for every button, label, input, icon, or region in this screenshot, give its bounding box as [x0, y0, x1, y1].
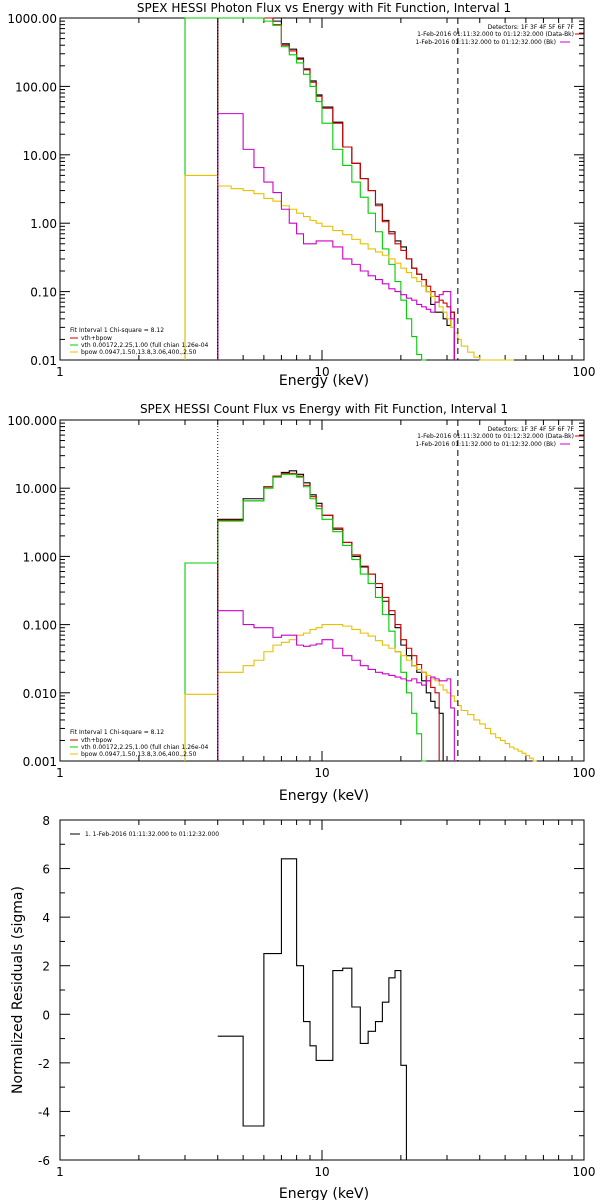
x-tick-label: 10	[314, 365, 329, 379]
legend-vth: vth 0.00172,2.25,1.00 (full chian 1.26e-…	[81, 744, 209, 751]
x-tick-label: 1	[56, 365, 64, 379]
legend-bpow: bpow 0.0947,1.50,13.8,3.06,400.,2.50	[81, 751, 197, 758]
y-tick-label: 0.010	[23, 687, 57, 701]
series-bk-line	[217, 610, 455, 761]
x-axis-label: Energy (keV)	[279, 788, 369, 804]
series-data-line	[185, 470, 444, 762]
x-tick-label: 100	[573, 766, 596, 780]
legend-total-model: vth+bpow	[81, 737, 112, 744]
x-axis-label: Energy (keV)	[279, 1186, 369, 1200]
y-tick-label: 1000.00	[7, 12, 57, 26]
y-tick-label: 10.000	[15, 482, 57, 496]
legend-detectors: Detectors: 1F 3F 4F 5F 6F 7F	[488, 24, 575, 31]
x-axis-label: Energy (keV)	[279, 373, 369, 389]
x-tick-label: 10	[314, 766, 329, 780]
series-data-line	[217, 17, 455, 360]
x-tick-label: 1	[56, 766, 64, 780]
legend-total-model: vth+bpow	[81, 335, 112, 342]
panel-title: SPEX HESSI Count Flux vs Energy with Fit…	[140, 402, 508, 416]
photon-flux-panel: SPEX HESSI Photon Flux vs Energy with Fi…	[7, 1, 595, 389]
y-tick-label: 2	[42, 960, 50, 974]
count-flux-panel: SPEX HESSI Count Flux vs Energy with Fit…	[7, 402, 595, 804]
x-tick-label: 1	[56, 1165, 64, 1179]
y-tick-label: 0.10	[30, 286, 57, 300]
y-tick-label: 10.00	[23, 149, 57, 163]
y-tick-label: 8	[42, 814, 50, 828]
y-tick-label: 0.001	[23, 755, 57, 769]
series-data-line	[217, 858, 407, 1160]
legend-fit-interval: Fit Interval 1 Chi-square = 8.12	[70, 327, 164, 334]
x-tick-label: 100	[573, 1165, 596, 1179]
legend-data-bk: 1-Feb-2016 01:11:32.000 to 01:12:32.000 …	[417, 31, 574, 38]
y-tick-label: 0.100	[23, 619, 57, 633]
y-tick-label: 4	[42, 911, 50, 925]
series-total-model-line	[217, 472, 440, 761]
legend-data-bk: 1-Feb-2016 01:11:32.000 to 01:12:32.000 …	[417, 433, 574, 440]
series-group	[217, 858, 407, 1160]
series-total-model-line	[217, 17, 455, 360]
legend-vth: vth 0.00172,2.25,1.00 (full chian 1.26e-…	[81, 342, 209, 349]
y-tick-label: -2	[38, 1057, 50, 1071]
series-group	[184, 17, 514, 361]
y-tick-label: 6	[42, 863, 50, 877]
series-bk-line	[217, 113, 455, 360]
axis-ticks: 1 10 100 1000.00 100.00 10.00 1.00 0.10 0.01	[7, 12, 595, 379]
legend-detectors: Detectors: 1F 3F 4F 5F 6F 7F	[488, 426, 575, 433]
series-bpow-line	[184, 624, 537, 762]
reference-lines	[217, 420, 459, 761]
y-tick-label: 0	[42, 1008, 50, 1022]
y-tick-label: 1.000	[23, 550, 57, 564]
legend-bk: 1-Feb-2016 01:11:32.000 to 01:12:32.000 …	[415, 39, 556, 46]
series-bpow-line	[184, 174, 514, 361]
plot-frame	[59, 819, 585, 1161]
panel-title: SPEX HESSI Photon Flux vs Energy with Fi…	[137, 1, 511, 15]
y-axis-label: Normalized Residuals (sigma)	[10, 886, 26, 1094]
axis-ticks: 1 10 100 8 6 4 2 0 -2 -4 -6	[38, 814, 595, 1179]
legend-fit-interval: Fit Interval 1 Chi-square = 8.12	[70, 729, 164, 736]
plot-frame	[59, 17, 585, 361]
y-tick-label: 0.01	[30, 354, 57, 368]
series-vth-line	[184, 473, 427, 762]
y-tick-label: -4	[38, 1105, 50, 1119]
reference-lines	[217, 18, 459, 360]
x-tick-label: 10	[314, 1165, 329, 1179]
residuals-panel: 1 10 100 8 6 4 2 0 -2 -4 -6 Energy (keV) Normalize…	[10, 814, 595, 1200]
series-group	[184, 470, 537, 762]
plot-frame	[59, 419, 585, 762]
y-tick-label: 100.00	[15, 80, 57, 94]
y-tick-label: -6	[38, 1154, 50, 1168]
y-tick-label: 1.00	[30, 217, 57, 231]
legend-bk: 1-Feb-2016 01:11:32.000 to 01:12:32.000 …	[415, 441, 556, 448]
axis-ticks: 1 10 100 100.000 10.000 1.000 0.100 0.010 0.001	[7, 414, 595, 780]
x-tick-label: 100	[573, 365, 596, 379]
legend-residuals: 1. 1-Feb-2016 01:11:32.000 to 01:12:32.0…	[85, 831, 219, 838]
series-vth-line	[184, 17, 427, 361]
y-tick-label: 100.000	[7, 414, 57, 428]
legend-bpow: bpow 0.0947,1.50,13.8,3.06,400.,2.50	[81, 349, 197, 356]
